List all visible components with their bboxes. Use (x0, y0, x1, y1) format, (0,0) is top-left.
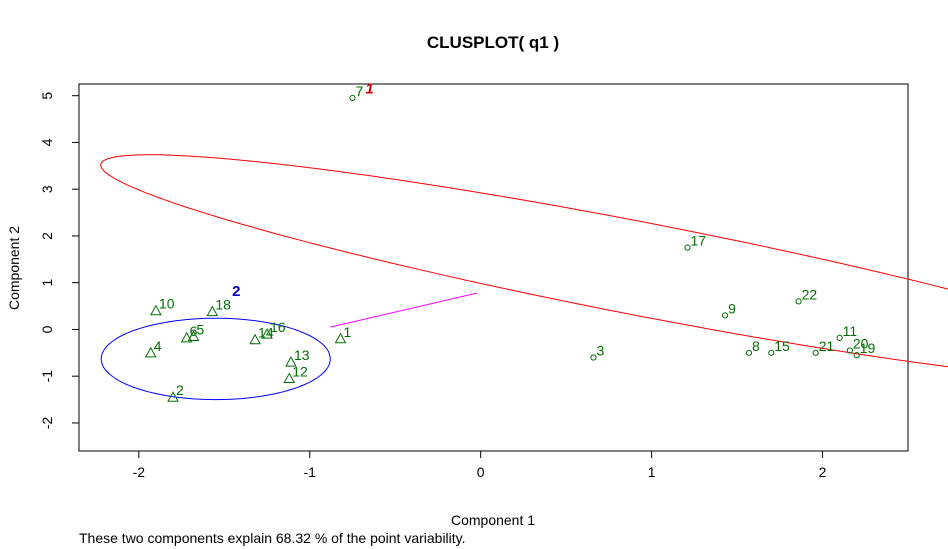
point-label-19: 19 (860, 340, 876, 356)
point-marker-8 (745, 349, 753, 356)
point-marker-2 (167, 391, 179, 402)
point-label-16: 16 (270, 319, 286, 335)
y-tick-label: 4 (39, 138, 55, 146)
point-label-9: 9 (728, 300, 736, 316)
cluster-ellipses: 12 (100, 80, 948, 401)
x-tick-label: -1 (304, 464, 317, 480)
y-tick-label: 5 (39, 92, 55, 100)
point-marker-9 (722, 312, 729, 319)
x-axis-label: Component 1 (451, 512, 535, 528)
variability-caption: These two components explain 68.32 % of … (79, 530, 466, 546)
point-label-10: 10 (159, 296, 175, 312)
point-marker-16 (261, 328, 273, 339)
point-label-12: 12 (292, 364, 308, 380)
cluster-label-1: 1 (365, 80, 373, 97)
y-tick-label: 0 (39, 325, 55, 333)
y-tick-label: -1 (39, 370, 55, 383)
point-marker-12 (283, 372, 296, 384)
point-marker-22 (795, 298, 802, 305)
point-marker-10 (150, 304, 162, 316)
point-label-20: 20 (853, 335, 869, 351)
point-marker-7 (349, 94, 356, 102)
point-label-3: 3 (596, 342, 604, 358)
point-label-2: 2 (176, 382, 184, 398)
y-tick-label: 3 (39, 185, 55, 193)
plot-frame (78, 83, 909, 452)
point-marker-5 (187, 330, 200, 341)
point-marker-11 (836, 334, 843, 341)
chart-title: CLUSPLOT( q1 ) (427, 33, 559, 52)
y-tick-label: -2 (39, 417, 55, 430)
point-marker-4 (144, 346, 157, 358)
point-marker-3 (590, 354, 597, 361)
point-label-21: 21 (819, 338, 835, 354)
cluster-distance-line (330, 292, 478, 328)
point-label-17: 17 (691, 233, 707, 249)
point-label-5: 5 (197, 321, 205, 337)
point-marker-21 (812, 349, 819, 356)
point-marker-13 (285, 356, 297, 367)
point-label-11: 11 (843, 323, 858, 339)
point-label-22: 22 (802, 286, 818, 302)
point-label-6: 6 (190, 323, 198, 339)
y-tick-label: 1 (39, 279, 55, 287)
y-tick-label: 2 (39, 232, 55, 240)
point-marker-14 (249, 333, 261, 345)
x-tick-label: 0 (477, 464, 485, 480)
point-marker-20 (846, 347, 853, 354)
cluster-ellipse-2 (100, 317, 331, 401)
point-label-4: 4 (154, 338, 162, 354)
point-label-7: 7 (355, 83, 363, 99)
point-marker-6 (180, 331, 193, 343)
point-marker-18 (206, 305, 219, 317)
point-marker-15 (768, 349, 775, 356)
x-tick-label: 2 (819, 464, 827, 480)
point-marker-1 (334, 332, 347, 344)
point-marker-17 (684, 244, 691, 251)
point-label-8: 8 (752, 338, 760, 354)
point-label-1: 1 (344, 324, 352, 340)
point-label-14: 14 (258, 325, 274, 341)
cluster-label-2: 2 (232, 283, 240, 300)
x-tick-label: 1 (648, 464, 656, 480)
point-label-15: 15 (774, 338, 790, 354)
y-axis-label: Component 2 (6, 226, 22, 310)
cluster-ellipse-1 (100, 154, 948, 368)
point-marker-19 (853, 352, 860, 359)
x-tick-label: -2 (133, 464, 146, 480)
point-label-18: 18 (215, 297, 231, 313)
point-label-13: 13 (294, 347, 310, 363)
